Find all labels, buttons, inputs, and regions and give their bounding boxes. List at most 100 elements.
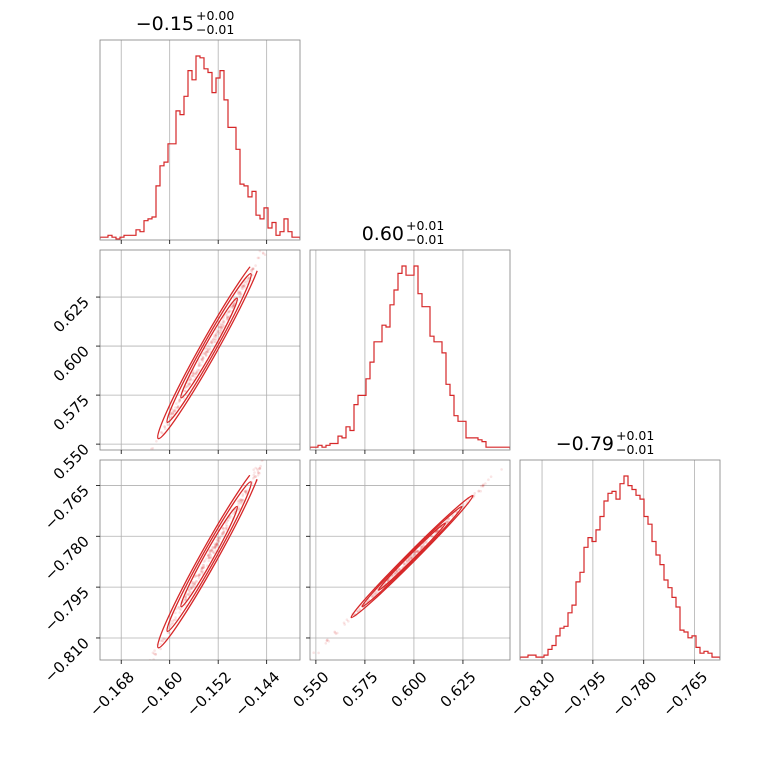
scatter-point [194, 574, 197, 578]
scatter-point [419, 547, 423, 550]
scatter-point [392, 574, 395, 577]
scatter-point [221, 532, 225, 536]
scatter-point [430, 535, 434, 538]
scatter-point [243, 281, 246, 285]
param-title-2: −0.79 +0.01−0.01 [556, 428, 655, 457]
scatter-point [238, 291, 241, 295]
scatter-point [215, 541, 218, 545]
scatter-point [307, 660, 310, 663]
scatter-point [202, 566, 205, 569]
scatter-point [217, 325, 221, 328]
scatter-point [214, 549, 217, 552]
scatter-point [241, 494, 244, 498]
scatter-point [174, 618, 177, 622]
title-upper-error: +0.01 [406, 218, 444, 233]
scatter-point [208, 347, 212, 351]
scatter-point [194, 580, 198, 583]
scatter-point [396, 569, 399, 573]
scatter-point [221, 320, 225, 323]
scatter-point [259, 464, 262, 468]
scatter-point [175, 406, 179, 410]
scatter-point [207, 554, 210, 557]
scatter-point [154, 652, 157, 656]
scatter-point [224, 523, 228, 527]
scatter-point [237, 500, 240, 504]
scatter-point [214, 334, 218, 338]
scatter-point [213, 546, 217, 549]
scatter-point [238, 290, 242, 294]
scatter-point [188, 588, 191, 592]
scatter-point [223, 320, 226, 324]
scatter-point [171, 411, 174, 415]
param-title-1: 0.60 +0.01−0.01 [362, 218, 445, 247]
y-tick-label: −0.795 [41, 583, 93, 635]
scatter-point [255, 467, 259, 471]
scatter-point [198, 364, 201, 368]
scatter-point [144, 461, 147, 464]
scatter-point [407, 557, 411, 561]
scatter-point [162, 637, 166, 641]
scatter-point [213, 546, 216, 550]
scatter-point [197, 362, 201, 365]
scatter-point [239, 499, 242, 503]
x-tick-label: −0.144 [231, 668, 283, 720]
scatter-point [406, 559, 410, 563]
scatter-point [201, 563, 205, 567]
scatter-point [221, 324, 224, 327]
scatter-point [188, 382, 192, 386]
scatter-point [425, 540, 428, 544]
scatter-point [237, 289, 240, 293]
scatter-point [414, 550, 417, 554]
scatter-point [188, 382, 191, 386]
scatter-point [221, 325, 225, 328]
scatter-point [447, 517, 451, 521]
scatter-point [204, 354, 208, 358]
x-tick-label: −0.780 [608, 668, 660, 720]
scatter-point [222, 530, 226, 534]
scatter-point [184, 385, 188, 388]
scatter-point [167, 423, 170, 426]
scatter-point [317, 651, 320, 655]
scatter-point [211, 547, 214, 551]
scatter-point [199, 569, 203, 572]
y-tick-label: −0.780 [41, 532, 93, 584]
scatter-point [398, 567, 401, 571]
scatter-point [489, 475, 493, 479]
scatter-point [232, 303, 235, 307]
scatter-point [197, 574, 201, 577]
scatter-point [220, 326, 224, 330]
scatter-point [172, 618, 176, 622]
scatter-point [208, 556, 211, 560]
scatter-point [238, 292, 241, 295]
title-lower-error: −0.01 [616, 442, 654, 457]
scatter-point [241, 285, 244, 288]
scatter-point [213, 546, 217, 549]
scatter-point [222, 322, 225, 325]
scatter-point [148, 664, 151, 667]
scatter-point [187, 384, 190, 388]
scatter-point [206, 344, 210, 348]
scatter-point [327, 640, 331, 643]
scatter-point [189, 377, 192, 381]
scatter-point [201, 569, 204, 573]
scatter-point [194, 372, 198, 375]
scatter-point [207, 556, 211, 560]
scatter-point [250, 270, 254, 274]
scatter-point [254, 475, 257, 478]
scatter-point [247, 276, 250, 280]
panel-r2-c2: −0.810−0.795−0.780−0.765 [507, 459, 721, 720]
scatter-point [184, 595, 188, 599]
scatter-point [214, 337, 217, 341]
scatter-point [251, 267, 254, 271]
scatter-point [161, 640, 165, 643]
scatter-point [201, 356, 205, 360]
scatter-point [481, 485, 485, 488]
scatter-point [252, 468, 255, 472]
scatter-point [482, 483, 485, 487]
scatter-point [358, 608, 361, 611]
x-tick-label: −0.160 [134, 668, 186, 720]
scatter-point [226, 519, 229, 523]
scatter-point [204, 350, 208, 354]
scatter-point [197, 573, 201, 577]
scatter-point [218, 537, 222, 540]
